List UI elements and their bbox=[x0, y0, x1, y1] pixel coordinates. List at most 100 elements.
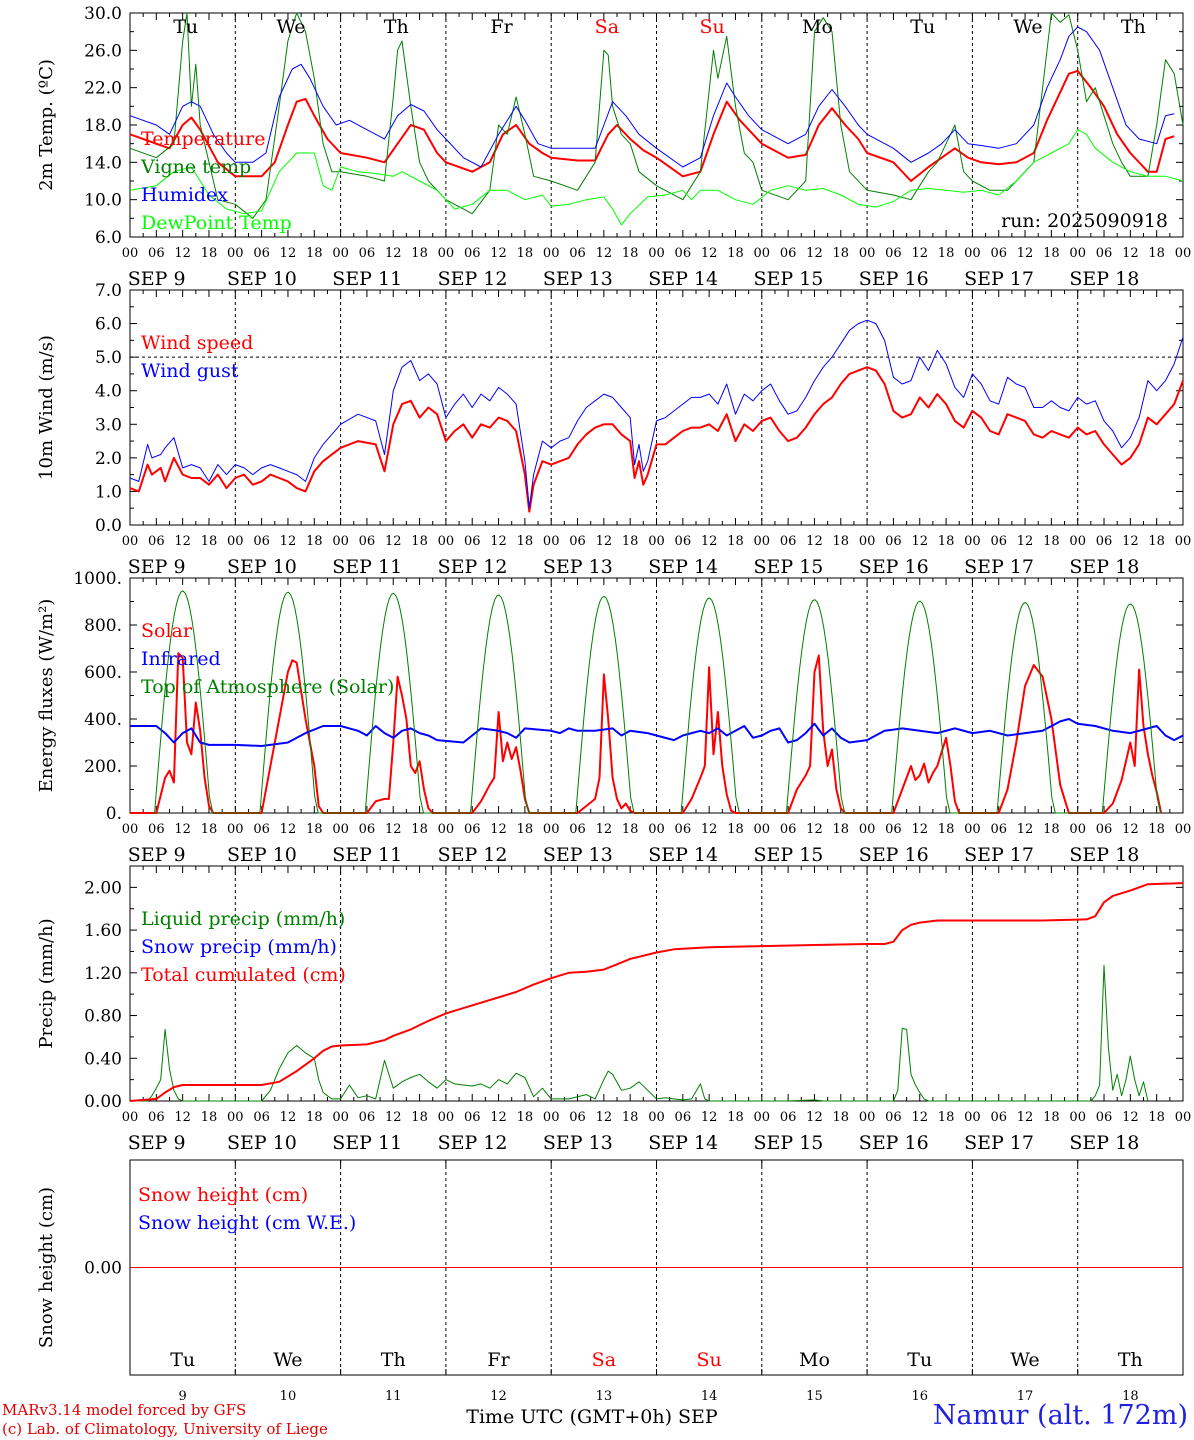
hour-tick-label: 00 bbox=[859, 534, 876, 549]
series-line bbox=[129, 366, 1184, 513]
weekday-label: Th bbox=[384, 16, 409, 38]
hour-tick-label: 12 bbox=[911, 822, 928, 837]
hour-tick-label: 00 bbox=[648, 1110, 665, 1125]
date-label: SEP 10 bbox=[227, 556, 297, 578]
hour-tick-label: 06 bbox=[569, 246, 586, 261]
hour-tick-label: 12 bbox=[701, 822, 718, 837]
date-label: SEP 14 bbox=[648, 1132, 718, 1154]
y-axis-label: Precip (mm/h) bbox=[36, 918, 57, 1048]
hour-tick-label: 06 bbox=[359, 246, 376, 261]
hour-tick-label: 06 bbox=[148, 534, 165, 549]
hour-tick-label: 00 bbox=[1175, 534, 1192, 549]
y-tick-label: 0.80 bbox=[84, 1007, 122, 1027]
date-label: SEP 16 bbox=[859, 556, 929, 578]
hour-tick-label: 12 bbox=[490, 246, 507, 261]
run-label: run: 2025090918 bbox=[1001, 210, 1168, 232]
hour-tick-label: 00 bbox=[754, 1110, 771, 1125]
y-tick-label: 0.00 bbox=[84, 1092, 122, 1112]
hour-tick-label: 00 bbox=[332, 1110, 349, 1125]
y-tick-label: 6.0 bbox=[95, 315, 122, 335]
hour-tick-label: 12 bbox=[174, 246, 191, 261]
series-line bbox=[130, 964, 1149, 1102]
y-tick-label: 2.0 bbox=[95, 449, 122, 469]
hour-tick-label: 12 bbox=[701, 534, 718, 549]
weekday-label: Th bbox=[1118, 1349, 1143, 1371]
date-label: SEP 12 bbox=[438, 1132, 508, 1154]
x-axis-label: Time UTC (GMT+0h) SEP bbox=[466, 1406, 718, 1428]
hour-tick-label: 06 bbox=[359, 822, 376, 837]
series-line bbox=[130, 718, 1184, 747]
hour-tick-label: 00 bbox=[122, 1110, 139, 1125]
series-line bbox=[129, 26, 1175, 168]
hour-tick-label: 00 bbox=[648, 246, 665, 261]
hour-tick-label: 12 bbox=[596, 1110, 613, 1125]
hour-tick-label: 12 bbox=[385, 1110, 402, 1125]
hour-tick-label: 12 bbox=[1017, 246, 1034, 261]
date-label: SEP 17 bbox=[964, 556, 1034, 578]
weekday-label: Fr bbox=[487, 1349, 510, 1371]
weekday-label: We bbox=[276, 16, 305, 38]
hour-tick-label: 00 bbox=[543, 246, 560, 261]
y-tick-label: 800. bbox=[84, 616, 122, 636]
hour-tick-label: 00 bbox=[964, 1110, 981, 1125]
hour-tick-label: 18 bbox=[1148, 822, 1165, 837]
date-label: SEP 11 bbox=[332, 844, 402, 866]
hour-tick-label: 12 bbox=[1122, 822, 1139, 837]
y-tick-label: 30.0 bbox=[84, 4, 122, 24]
hour-tick-label: 00 bbox=[859, 246, 876, 261]
date-label: SEP 13 bbox=[543, 268, 613, 290]
hour-tick-label: 18 bbox=[938, 534, 955, 549]
y-tick-label: 4.0 bbox=[95, 382, 122, 402]
hour-tick-label: 00 bbox=[648, 822, 665, 837]
hour-tick-label: 06 bbox=[885, 822, 902, 837]
hour-tick-label: 00 bbox=[648, 534, 665, 549]
hour-tick-label: 00 bbox=[227, 534, 244, 549]
hour-tick-label: 00 bbox=[122, 246, 139, 261]
legend-entry: Vigne temp bbox=[140, 156, 251, 178]
hour-tick-label: 18 bbox=[201, 822, 218, 837]
y-tick-label: 22.0 bbox=[84, 79, 122, 99]
hour-tick-label: 18 bbox=[411, 534, 428, 549]
hour-tick-label: 12 bbox=[596, 534, 613, 549]
series-line bbox=[129, 882, 1184, 1102]
hour-tick-label: 18 bbox=[833, 534, 850, 549]
series-line bbox=[129, 129, 1184, 226]
date-label: SEP 11 bbox=[332, 1132, 402, 1154]
weekday-label: Mo bbox=[802, 16, 833, 38]
y-tick-label: 0.0 bbox=[95, 516, 122, 536]
lab-credit: (c) Lab. of Climatology, University of L… bbox=[2, 1420, 328, 1438]
hour-tick-label: 18 bbox=[622, 822, 639, 837]
day-number-label: 17 bbox=[1017, 1389, 1034, 1404]
date-label: SEP 9 bbox=[128, 1132, 186, 1154]
hour-tick-label: 06 bbox=[569, 534, 586, 549]
hour-tick-label: 12 bbox=[1122, 534, 1139, 549]
hour-tick-label: 12 bbox=[385, 534, 402, 549]
hour-tick-label: 18 bbox=[306, 534, 323, 549]
hour-tick-label: 12 bbox=[596, 246, 613, 261]
y-tick-label: 0. bbox=[106, 804, 122, 824]
hour-tick-label: 18 bbox=[517, 246, 534, 261]
hour-tick-label: 12 bbox=[806, 822, 823, 837]
hour-tick-label: 18 bbox=[201, 1110, 218, 1125]
hour-tick-label: 00 bbox=[859, 822, 876, 837]
hour-tick-label: 00 bbox=[754, 246, 771, 261]
hour-tick-label: 00 bbox=[543, 534, 560, 549]
y-tick-label: 1.20 bbox=[84, 964, 122, 984]
weekday-label: Su bbox=[697, 1349, 722, 1371]
hour-tick-label: 00 bbox=[122, 534, 139, 549]
hour-tick-label: 00 bbox=[1175, 822, 1192, 837]
y-tick-label: 3.0 bbox=[95, 415, 122, 435]
hour-tick-label: 00 bbox=[1069, 534, 1086, 549]
hour-tick-label: 06 bbox=[990, 534, 1007, 549]
weekday-label: Th bbox=[381, 1349, 406, 1371]
hour-tick-label: 18 bbox=[411, 1110, 428, 1125]
hour-tick-label: 12 bbox=[280, 534, 297, 549]
date-label: SEP 14 bbox=[648, 268, 718, 290]
date-label: SEP 17 bbox=[964, 268, 1034, 290]
hour-tick-label: 18 bbox=[517, 534, 534, 549]
hour-tick-label: 00 bbox=[754, 822, 771, 837]
hour-tick-label: 18 bbox=[306, 822, 323, 837]
date-label: SEP 16 bbox=[859, 268, 929, 290]
date-label: SEP 13 bbox=[543, 556, 613, 578]
